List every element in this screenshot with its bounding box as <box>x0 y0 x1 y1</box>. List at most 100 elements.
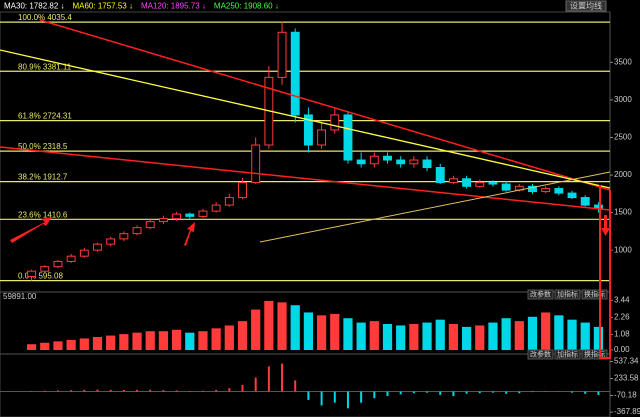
y-tick-label: 2500 <box>614 133 632 142</box>
volume-bar <box>527 316 538 350</box>
panel-button[interactable] <box>554 349 581 360</box>
y-tick-label: 233.58 <box>614 374 639 383</box>
volume-bar <box>237 321 248 350</box>
candle-body <box>541 188 551 193</box>
candle-body <box>93 243 102 251</box>
candle-body <box>198 210 208 217</box>
ma-label: MA250: 1908.60 ↓ <box>214 2 279 11</box>
volume-bar <box>448 324 459 350</box>
panel-button[interactable] <box>554 289 581 300</box>
frame <box>0 11 611 417</box>
panel-button-label[interactable]: 改参数 <box>530 289 551 298</box>
volume-bar <box>330 313 340 350</box>
candle-body <box>40 266 50 272</box>
volume-bar <box>461 326 472 350</box>
ma-label: MA30: 1782.82 ↓ <box>4 2 64 11</box>
y-tick-label: 1000 <box>614 245 632 254</box>
button[interactable] <box>565 0 607 12</box>
volume-bar <box>501 318 511 350</box>
ma-label: MA120: 1895.73 ↓ <box>141 2 206 11</box>
trend-lines <box>0 19 611 359</box>
trend-line <box>0 146 611 211</box>
volume-bar <box>303 312 314 350</box>
panel-button-label[interactable]: 加指标 <box>557 289 578 298</box>
volume-bar <box>554 315 564 350</box>
button-label[interactable]: 设置均线 <box>570 1 602 11</box>
candle-body <box>132 227 142 235</box>
volume-bar <box>119 334 129 350</box>
candle-body <box>343 114 353 161</box>
candle-body <box>172 213 182 220</box>
candle-body <box>580 197 590 206</box>
panel-button[interactable] <box>581 349 608 360</box>
volume-bar <box>593 326 604 350</box>
volume-bar <box>396 325 406 350</box>
candle-body <box>119 233 129 240</box>
candle-body <box>448 178 458 184</box>
panel-button-label[interactable]: 改参数 <box>530 349 551 358</box>
candle-body <box>383 155 392 161</box>
panel-button[interactable] <box>527 289 554 300</box>
candle-body <box>79 249 89 257</box>
panel-button-label[interactable]: 换指标 <box>584 289 605 298</box>
candle-body <box>396 159 406 165</box>
panel-button-label[interactable]: 加指标 <box>557 349 578 358</box>
volume-bar <box>40 342 50 350</box>
candle-body <box>53 260 63 268</box>
candle-body <box>251 144 261 184</box>
candle-body <box>488 182 498 185</box>
candle-body <box>528 185 537 193</box>
volume-bar <box>132 332 142 350</box>
volume-bar <box>356 322 366 350</box>
volume-bar <box>382 324 393 350</box>
candle-body <box>238 182 247 199</box>
volume-bar <box>488 322 498 350</box>
y-tick-label: -367.89 <box>614 407 640 416</box>
candle-body <box>224 197 234 206</box>
candle-body <box>475 182 485 187</box>
volume-bar <box>53 341 63 350</box>
candle-body <box>303 114 313 146</box>
candle-body <box>593 204 603 209</box>
candle-body <box>409 159 419 165</box>
volume-bar <box>567 319 577 350</box>
volume-bar <box>422 322 432 350</box>
volume-bar <box>277 302 287 350</box>
candle-body <box>27 270 37 277</box>
volume-bar <box>66 339 76 350</box>
candle-body <box>501 183 511 191</box>
volume-bar <box>580 322 590 350</box>
volume-bar <box>290 305 300 350</box>
volume-bar <box>79 338 89 350</box>
y-tick-label: -70.18 <box>614 391 637 400</box>
trend-line <box>0 49 611 189</box>
y-tick-label: 537.34 <box>614 357 639 366</box>
volume-bar <box>541 312 551 350</box>
y-tick-label: 0.00 <box>614 345 630 354</box>
volume-bar <box>264 300 274 350</box>
volume-bar <box>435 319 445 350</box>
candle-body <box>317 129 327 146</box>
panel-button-label[interactable]: 换指标 <box>584 349 605 358</box>
arrow <box>184 222 195 246</box>
arrow <box>10 217 52 243</box>
fib-label: 100.0% 4035.4 <box>18 13 72 22</box>
panel-button[interactable] <box>581 289 608 300</box>
candle-body <box>290 31 300 116</box>
y-tick-label: 2000 <box>614 170 632 179</box>
candle-body <box>554 188 564 194</box>
y-tick-label: 2.26 <box>614 312 630 321</box>
volume-bar <box>211 328 221 350</box>
volume-bar <box>475 325 485 350</box>
volume-bar <box>224 325 234 350</box>
volume-bar <box>198 331 208 350</box>
panel-button[interactable] <box>527 349 554 360</box>
candle-body <box>277 31 287 78</box>
volume-bar <box>92 337 103 350</box>
candle-body <box>567 192 577 199</box>
candle-body <box>369 155 379 165</box>
volume-bar <box>26 344 37 350</box>
panel-title: 59891.00 <box>3 292 37 301</box>
candle-body <box>356 159 366 165</box>
